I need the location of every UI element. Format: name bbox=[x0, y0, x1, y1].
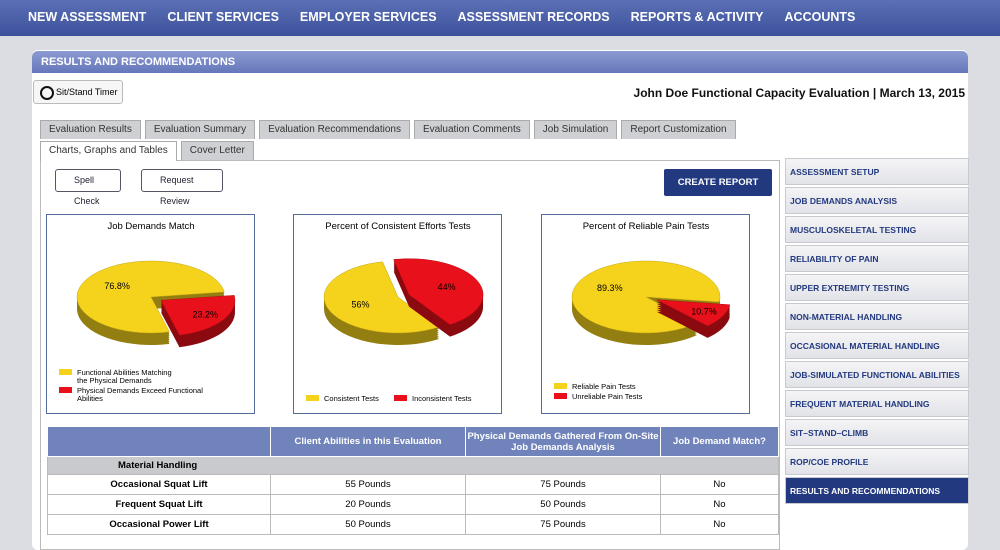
data-label: 44% bbox=[438, 282, 456, 292]
legend-label: Consistent Tests bbox=[324, 394, 379, 403]
report-title: John Doe Functional Capacity Evaluation … bbox=[633, 86, 965, 100]
sidebar-item[interactable]: MUSCULOSKELETAL TESTING bbox=[785, 216, 969, 243]
table-cell: No bbox=[660, 514, 779, 535]
chart-title: Job Demands Match bbox=[107, 221, 194, 232]
tab[interactable]: Job Simulation bbox=[533, 120, 618, 139]
tab[interactable]: Cover Letter bbox=[180, 141, 254, 160]
sidebar-item[interactable]: OCCASIONAL MATERIAL HANDLING bbox=[785, 332, 969, 359]
request-review-button[interactable]: Request Review bbox=[141, 169, 223, 206]
header-row: Client Abilities in this Evaluation Physi… bbox=[47, 426, 779, 457]
table-cell: 75 Pounds bbox=[465, 514, 661, 535]
pie-slice bbox=[393, 258, 484, 325]
chart-box: Job Demands Match 76.8% 23.2% Functional Ab… bbox=[46, 214, 255, 414]
legend-swatch bbox=[394, 395, 407, 401]
panel-title: RESULTS AND RECOMMENDATIONS bbox=[32, 51, 968, 73]
tab[interactable]: Evaluation Summary bbox=[144, 120, 256, 139]
sidebar: ASSESSMENT SETUP JOB DEMANDS ANALYSIS MUSC… bbox=[785, 158, 969, 506]
pie-chart: Percent of Consistent Efforts Tests 56% 44… bbox=[306, 221, 484, 403]
sidebar-item[interactable]: JOB-SIMULATED FUNCTIONAL ABILITIES bbox=[785, 361, 969, 388]
legend-label: Physical Demands Exceed Functional Abili… bbox=[77, 386, 205, 403]
legend-swatch bbox=[59, 387, 72, 393]
sidebar-item[interactable]: FREQUENT MATERIAL HANDLING bbox=[785, 390, 969, 417]
sidebar-item[interactable]: ROP/COE PROFILE bbox=[785, 448, 969, 475]
chart-title: Percent of Reliable Pain Tests bbox=[583, 221, 710, 232]
data-label: 23.2% bbox=[193, 310, 219, 320]
table-cell: 75 Pounds bbox=[465, 474, 661, 495]
pie-slice bbox=[160, 295, 236, 336]
table-cell: 55 Pounds bbox=[270, 474, 466, 495]
section-cell: Material Handling bbox=[47, 456, 779, 475]
table-cell: 50 Pounds bbox=[270, 514, 466, 535]
nav-item[interactable]: REPORTS & ACTIVITY bbox=[630, 10, 764, 24]
tab-row: Evaluation Results Evaluation Summary Eval… bbox=[40, 120, 740, 139]
data-label: 89.3% bbox=[597, 283, 623, 293]
nav-item[interactable]: ACCOUNTS bbox=[784, 10, 856, 24]
chart-box: Percent of Consistent Efforts Tests 56% 44… bbox=[293, 214, 502, 414]
sidebar-item[interactable]: ASSESSMENT SETUP bbox=[785, 158, 969, 185]
table-cell: No bbox=[660, 494, 779, 515]
legend-label: Reliable Pain Tests bbox=[572, 382, 636, 391]
legend-label: Inconsistent Tests bbox=[412, 394, 472, 403]
results-table: Client Abilities in this Evaluation Physi… bbox=[47, 426, 779, 535]
pie-chart: Job Demands Match 76.8% 23.2% Functional Ab… bbox=[59, 221, 236, 403]
data-label: 56% bbox=[351, 300, 369, 310]
sidebar-item[interactable]: RESULTS AND RECOMMENDATIONS bbox=[785, 477, 969, 504]
section-row: Material Handling bbox=[47, 456, 779, 475]
pie-slice bbox=[656, 299, 731, 327]
sidebar-item[interactable]: JOB DEMANDS ANALYSIS bbox=[785, 187, 969, 214]
chart-title: Percent of Consistent Efforts Tests bbox=[325, 221, 471, 232]
pie-slice bbox=[76, 260, 225, 334]
legend-label: Unreliable Pain Tests bbox=[572, 392, 643, 401]
table-cell: Frequent Squat Lift bbox=[47, 494, 271, 515]
data-label: 10.7% bbox=[691, 307, 717, 317]
sidebar-item[interactable]: RELIABILITY OF PAIN bbox=[785, 245, 969, 272]
sidebar-item[interactable]: UPPER EXTREMITY TESTING bbox=[785, 274, 969, 301]
chart-box: Percent of Reliable Pain Tests 89.3% 10.7%… bbox=[541, 214, 750, 414]
pie-slice bbox=[323, 261, 440, 334]
table-row: Frequent Squat Lift 20 Pounds 50 Pounds No bbox=[47, 494, 779, 515]
pie-chart: Percent of Reliable Pain Tests 89.3% 10.7%… bbox=[554, 221, 731, 401]
sidebar-item[interactable]: NON-MATERIAL HANDLING bbox=[785, 303, 969, 330]
legend-swatch bbox=[554, 383, 567, 389]
nav-item[interactable]: CLIENT SERVICES bbox=[167, 10, 279, 24]
nav-bar: NEW ASSESSMENT CLIENT SERVICES EMPLOYER SE… bbox=[0, 0, 1000, 36]
timer-button[interactable]: Sit/Stand Timer bbox=[33, 80, 123, 104]
nav-item[interactable]: NEW ASSESSMENT bbox=[28, 10, 147, 24]
table-row: Occasional Squat Lift 55 Pounds 75 Pounds N… bbox=[47, 474, 779, 495]
table-cell: 50 Pounds bbox=[465, 494, 661, 515]
pie-slice bbox=[571, 260, 721, 334]
nav-item[interactable]: ASSESSMENT RECORDS bbox=[457, 10, 610, 24]
table-cell: Occasional Squat Lift bbox=[47, 474, 271, 495]
sidebar-item[interactable]: SIT–STAND–CLIMB bbox=[785, 419, 969, 446]
table-cell: 20 Pounds bbox=[270, 494, 466, 515]
header-cell bbox=[47, 426, 271, 457]
header-cell: Client Abilities in this Evaluation bbox=[270, 426, 466, 457]
tab[interactable]: Evaluation Recommendations bbox=[259, 120, 410, 139]
legend-label: Functional Abilities Matching the Physic… bbox=[77, 368, 174, 385]
table-row: Occasional Power Lift 50 Pounds 75 Pounds N… bbox=[47, 514, 779, 535]
create-report-button[interactable]: CREATE REPORT bbox=[664, 169, 772, 196]
tab[interactable]: Charts, Graphs and Tables bbox=[40, 141, 177, 161]
table-cell: Occasional Power Lift bbox=[47, 514, 271, 535]
spell-check-button[interactable]: Spell Check bbox=[55, 169, 121, 206]
header-cell: Physical Demands Gathered From On-Site J… bbox=[465, 426, 661, 457]
tab[interactable]: Evaluation Comments bbox=[413, 120, 530, 139]
legend-swatch bbox=[306, 395, 319, 401]
legend-swatch bbox=[554, 393, 567, 399]
header-cell: Job Demand Match? bbox=[660, 426, 779, 457]
table-cell: No bbox=[660, 474, 779, 495]
tab-row: Charts, Graphs and Tables Cover Letter bbox=[40, 141, 258, 161]
tab[interactable]: Report Customization bbox=[621, 120, 736, 139]
legend-swatch bbox=[59, 369, 72, 375]
tab[interactable]: Evaluation Results bbox=[40, 120, 141, 139]
nav-item[interactable]: EMPLOYER SERVICES bbox=[299, 10, 437, 24]
data-label: 76.8% bbox=[104, 281, 130, 291]
